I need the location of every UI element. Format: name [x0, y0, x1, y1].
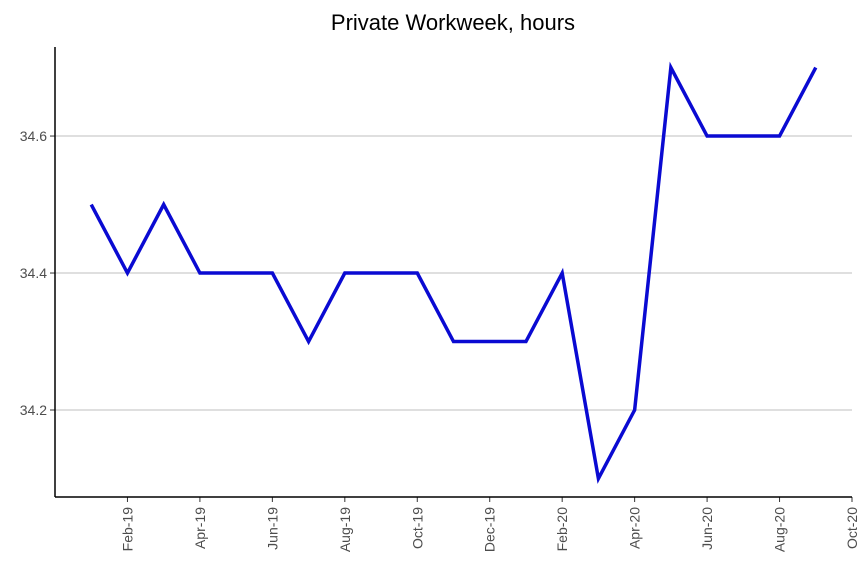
- y-tick-label: 34.2: [20, 402, 47, 418]
- x-tick-label: Dec-19: [482, 507, 498, 552]
- x-tick-label: Aug-20: [772, 507, 788, 552]
- x-tick-label: Aug-19: [337, 507, 353, 552]
- x-tick-label: Apr-19: [192, 507, 208, 549]
- y-tick-label: 34.4: [20, 265, 47, 281]
- x-tick-label: Jun-20: [699, 507, 715, 550]
- y-tick-label: 34.6: [20, 128, 47, 144]
- line: [89, 61, 818, 484]
- x-tick-label: Oct-20: [844, 507, 860, 549]
- chart-title: Private Workweek, hours: [331, 10, 575, 35]
- x-tick-label: Jun-19: [264, 507, 280, 550]
- x-tick-label: Apr-20: [627, 507, 643, 549]
- x-tick-label: Oct-19: [409, 507, 425, 549]
- x-tick-label: Feb-20: [554, 507, 570, 552]
- x-tick-label: Feb-19: [119, 507, 135, 552]
